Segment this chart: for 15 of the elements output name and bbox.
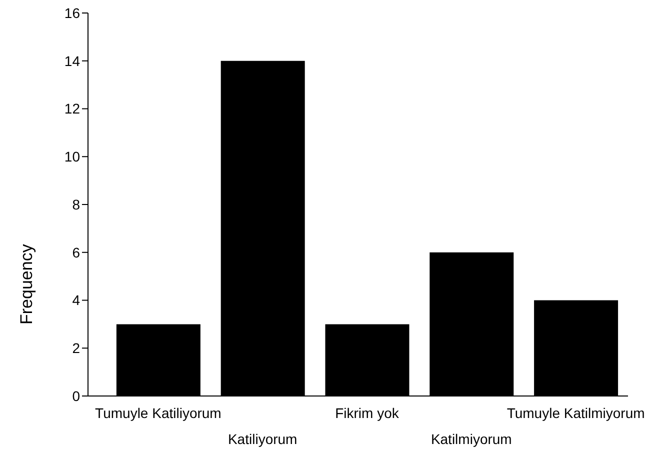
- x-tick-label: Katiliyorum: [228, 431, 298, 447]
- x-tick-label: Tumuyle Katiliyorum: [95, 405, 222, 421]
- y-tick-label: 14: [64, 52, 80, 69]
- y-tick-label: 8: [72, 196, 80, 212]
- y-tick-label: 10: [64, 148, 80, 165]
- y-tick-label: 0: [72, 388, 80, 404]
- y-axis-title: Frequency: [17, 244, 36, 324]
- y-tick-label: 6: [72, 244, 80, 260]
- x-tick-label: Katilmiyorum: [430, 431, 512, 447]
- y-tick-label: 2: [72, 340, 80, 356]
- y-tick-label: 4: [72, 292, 80, 308]
- y-tick-label: 16: [64, 4, 80, 21]
- x-tick-label: Fikrim yok: [335, 405, 400, 421]
- y-tick-label: 12: [64, 100, 80, 117]
- x-tick-label: Tumuyle Katilmiyorum: [506, 405, 645, 421]
